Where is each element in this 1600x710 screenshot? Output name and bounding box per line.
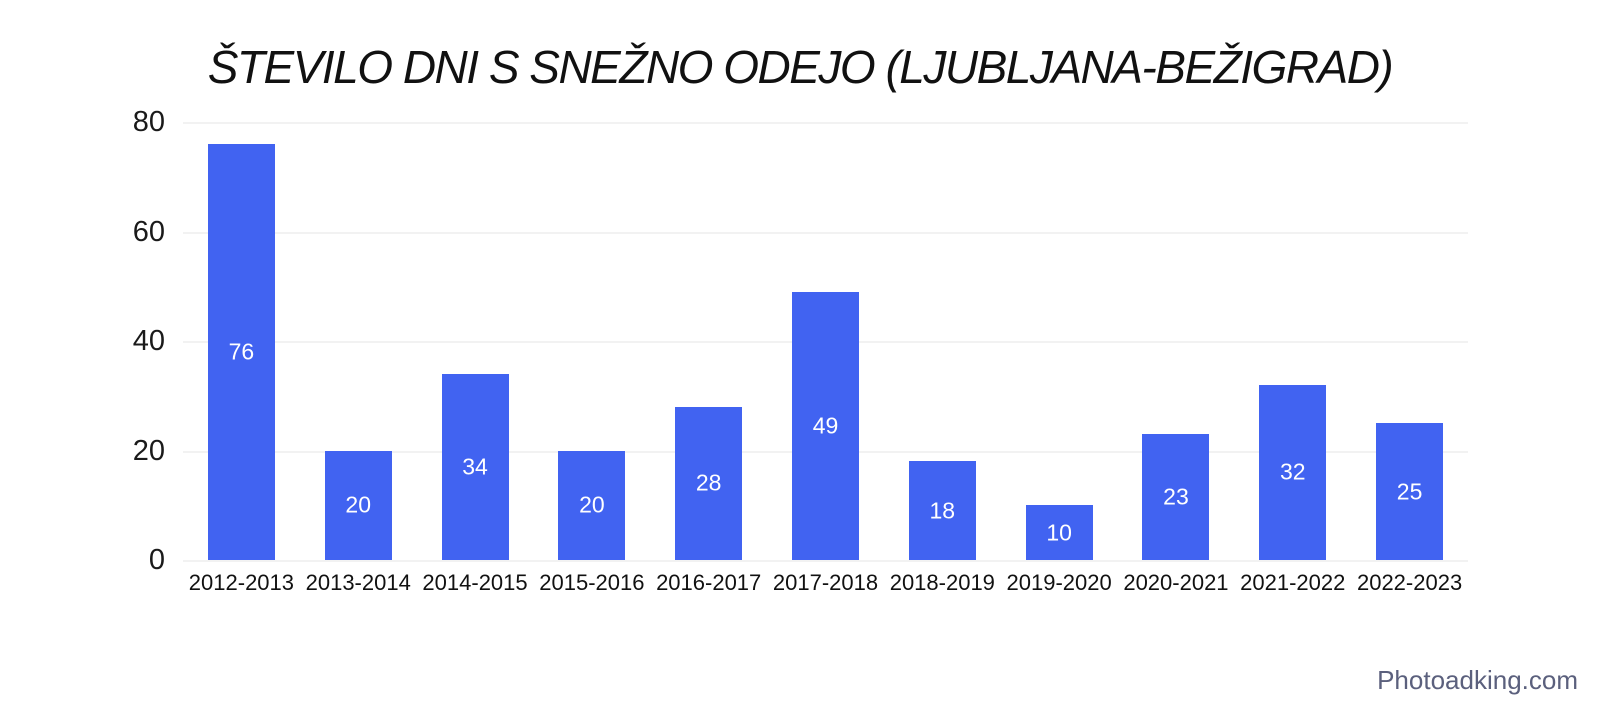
- bar-value-label: 49: [812, 412, 839, 439]
- ytick-label-80: 80: [132, 106, 165, 138]
- gridline-y80: [183, 122, 1468, 124]
- bar-2022-2023: 25: [1376, 423, 1444, 560]
- bar-value-label: 18: [929, 497, 956, 524]
- bar-2016-2017: 28: [675, 406, 743, 560]
- bar-2021-2022: 32: [1259, 384, 1327, 560]
- plot-area: 0 20 40 60 80 76 20 34 20 28 49 18 10 23 32 25 2012-20…: [133, 108, 1468, 595]
- bar-value-label: 34: [462, 453, 488, 480]
- bar-value-label: 25: [1396, 478, 1423, 505]
- bar-value-label: 20: [345, 491, 372, 518]
- bar-2012-2013: 76: [207, 143, 275, 560]
- xtick-label-2012-2013: 2012-2013: [188, 570, 295, 595]
- ytick-label-0: 0: [148, 544, 165, 576]
- bar-value-label: 28: [695, 469, 722, 496]
- bar-value-label: 10: [1046, 519, 1072, 546]
- ytick-label-60: 60: [132, 215, 165, 248]
- bar-value-label: 23: [1163, 483, 1189, 510]
- bar-2018-2019: 18: [908, 461, 976, 560]
- ytick-label-40: 40: [132, 325, 165, 357]
- bar-value-label: 32: [1279, 458, 1306, 485]
- bar-2017-2018: 49: [792, 291, 859, 560]
- gridline-y60: [183, 232, 1468, 233]
- xtick-label-2018-2019: 2018-2019: [889, 570, 995, 595]
- watermark-text: Photoadking.com: [1377, 665, 1578, 695]
- ytick-label-20: 20: [132, 434, 165, 467]
- bar-2019-2020: 10: [1025, 505, 1093, 560]
- bar-value-label: 76: [228, 338, 255, 365]
- xtick-label-2013-2014: 2013-2014: [305, 570, 411, 595]
- bar-2013-2014: 20: [324, 450, 392, 560]
- bar-2020-2021: 23: [1142, 434, 1210, 560]
- bar-2015-2016: 20: [558, 450, 626, 560]
- bar-value-label: 20: [579, 491, 605, 518]
- gridline-y0: [183, 560, 1468, 562]
- bar-2014-2015: 34: [441, 373, 509, 560]
- xtick-label-2014-2015: 2014-2015: [422, 570, 528, 595]
- xtick-label-2022-2023: 2022-2023: [1356, 570, 1463, 595]
- xtick-label-2019-2020: 2019-2020: [1006, 570, 1112, 595]
- xtick-label-2017-2018: 2017-2018: [772, 570, 879, 595]
- xtick-label-2020-2021: 2020-2021: [1123, 570, 1229, 595]
- xtick-label-2016-2017: 2016-2017: [656, 570, 762, 595]
- xtick-label-2015-2016: 2015-2016: [539, 570, 645, 595]
- chart-title: ŠTEVILO DNI S SNEŽNO ODEJO (LJUBLJANA-BE…: [207, 41, 1394, 93]
- xtick-label-2021-2022: 2021-2022: [1240, 570, 1346, 595]
